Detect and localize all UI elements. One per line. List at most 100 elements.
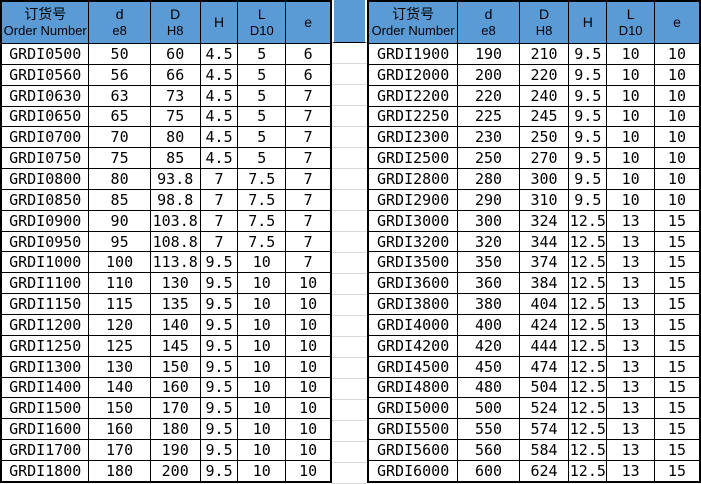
order-number-cell[interactable]: GRDI3800 — [367, 293, 459, 315]
value-cell[interactable]: 270 — [518, 147, 570, 170]
value-cell[interactable]: 103.8 — [149, 209, 201, 232]
value-cell[interactable]: 9.5 — [568, 147, 608, 170]
value-cell[interactable]: 10 — [606, 84, 655, 107]
value-cell[interactable]: 12.5 — [568, 251, 608, 274]
value-cell[interactable]: 150 — [149, 355, 201, 378]
order-number-cell[interactable]: GRDI3600 — [367, 272, 459, 295]
value-cell[interactable]: 13 — [606, 376, 655, 399]
value-cell[interactable]: 10 — [285, 313, 332, 336]
value-cell[interactable]: 9.5 — [568, 168, 608, 190]
value-cell[interactable]: 10 — [237, 293, 287, 315]
value-cell[interactable]: 15 — [653, 313, 701, 336]
value-cell[interactable]: 140 — [149, 313, 201, 336]
value-cell[interactable]: 10 — [285, 459, 332, 483]
value-cell[interactable]: 13 — [606, 230, 655, 253]
order-number-cell[interactable]: GRDI0650 — [0, 105, 90, 128]
value-cell[interactable]: 75 — [149, 105, 201, 128]
value-cell[interactable]: 450 — [457, 355, 520, 378]
value-cell[interactable]: 9.5 — [199, 293, 239, 315]
value-cell[interactable]: 7 — [285, 105, 332, 128]
value-cell[interactable]: 9.5 — [199, 376, 239, 399]
value-cell[interactable]: 10 — [237, 397, 287, 420]
value-cell[interactable]: 140 — [88, 376, 151, 399]
order-number-cell[interactable]: GRDI2200 — [367, 84, 459, 107]
value-cell[interactable]: 10 — [237, 313, 287, 336]
value-cell[interactable]: 7 — [285, 230, 332, 253]
order-number-cell[interactable]: GRDI0850 — [0, 188, 90, 211]
value-cell[interactable]: 9.5 — [568, 126, 608, 149]
value-cell[interactable]: 5 — [237, 43, 287, 65]
value-cell[interactable]: 100 — [88, 251, 151, 274]
value-cell[interactable]: 13 — [606, 418, 655, 441]
order-number-cell[interactable]: GRDI1900 — [367, 43, 459, 65]
value-cell[interactable]: 480 — [457, 376, 520, 399]
value-cell[interactable]: 160 — [149, 376, 201, 399]
order-number-cell[interactable]: GRDI4200 — [367, 334, 459, 357]
value-cell[interactable]: 404 — [518, 293, 570, 315]
value-cell[interactable]: 344 — [518, 230, 570, 253]
value-cell[interactable]: 7 — [285, 209, 332, 232]
value-cell[interactable]: 10 — [285, 397, 332, 420]
value-cell[interactable]: 300 — [518, 168, 570, 190]
value-cell[interactable]: 240 — [518, 84, 570, 107]
value-cell[interactable]: 10 — [653, 168, 701, 190]
value-cell[interactable]: 550 — [457, 418, 520, 441]
value-cell[interactable]: 12.5 — [568, 230, 608, 253]
value-cell[interactable]: 12.5 — [568, 272, 608, 295]
order-number-cell[interactable]: GRDI1400 — [0, 376, 90, 399]
value-cell[interactable]: 220 — [457, 84, 520, 107]
value-cell[interactable]: 13 — [606, 272, 655, 295]
value-cell[interactable]: 12.5 — [568, 397, 608, 420]
value-cell[interactable]: 9.5 — [199, 313, 239, 336]
value-cell[interactable]: 110 — [88, 272, 151, 295]
value-cell[interactable]: 10 — [606, 168, 655, 190]
order-number-cell[interactable]: GRDI0950 — [0, 230, 90, 253]
value-cell[interactable]: 10 — [653, 63, 701, 86]
value-cell[interactable]: 10 — [237, 355, 287, 378]
value-cell[interactable]: 10 — [237, 376, 287, 399]
value-cell[interactable]: 10 — [285, 272, 332, 295]
value-cell[interactable]: 7 — [199, 188, 239, 211]
value-cell[interactable]: 60 — [149, 43, 201, 65]
value-cell[interactable]: 10 — [285, 355, 332, 378]
value-cell[interactable]: 574 — [518, 418, 570, 441]
value-cell[interactable]: 9.5 — [199, 272, 239, 295]
order-number-cell[interactable]: GRDI1300 — [0, 355, 90, 378]
value-cell[interactable]: 350 — [457, 251, 520, 274]
value-cell[interactable]: 10 — [285, 376, 332, 399]
value-cell[interactable]: 444 — [518, 334, 570, 357]
value-cell[interactable]: 5 — [237, 84, 287, 107]
value-cell[interactable]: 160 — [88, 418, 151, 441]
value-cell[interactable]: 4.5 — [199, 63, 239, 86]
value-cell[interactable]: 130 — [149, 272, 201, 295]
value-cell[interactable]: 300 — [457, 209, 520, 232]
value-cell[interactable]: 230 — [457, 126, 520, 149]
value-cell[interactable]: 310 — [518, 188, 570, 211]
value-cell[interactable]: 560 — [457, 439, 520, 461]
order-number-cell[interactable]: GRDI1100 — [0, 272, 90, 295]
order-number-cell[interactable]: GRDI0500 — [0, 43, 90, 65]
value-cell[interactable]: 7 — [285, 84, 332, 107]
value-cell[interactable]: 424 — [518, 313, 570, 336]
value-cell[interactable]: 9.5 — [568, 188, 608, 211]
order-number-cell[interactable]: GRDI0560 — [0, 63, 90, 86]
order-number-cell[interactable]: GRDI1000 — [0, 251, 90, 274]
order-number-cell[interactable]: GRDI1700 — [0, 439, 90, 461]
value-cell[interactable]: 7.5 — [237, 230, 287, 253]
value-cell[interactable]: 5 — [237, 63, 287, 86]
value-cell[interactable]: 7 — [285, 168, 332, 190]
value-cell[interactable]: 15 — [653, 397, 701, 420]
value-cell[interactable]: 12.5 — [568, 459, 608, 483]
value-cell[interactable]: 10 — [606, 63, 655, 86]
value-cell[interactable]: 6 — [285, 63, 332, 86]
value-cell[interactable]: 180 — [149, 418, 201, 441]
value-cell[interactable]: 384 — [518, 272, 570, 295]
order-number-cell[interactable]: GRDI5000 — [367, 397, 459, 420]
value-cell[interactable]: 10 — [237, 459, 287, 483]
value-cell[interactable]: 250 — [457, 147, 520, 170]
value-cell[interactable]: 360 — [457, 272, 520, 295]
value-cell[interactable]: 10 — [653, 188, 701, 211]
value-cell[interactable]: 4.5 — [199, 105, 239, 128]
value-cell[interactable]: 80 — [88, 168, 151, 190]
value-cell[interactable]: 13 — [606, 439, 655, 461]
